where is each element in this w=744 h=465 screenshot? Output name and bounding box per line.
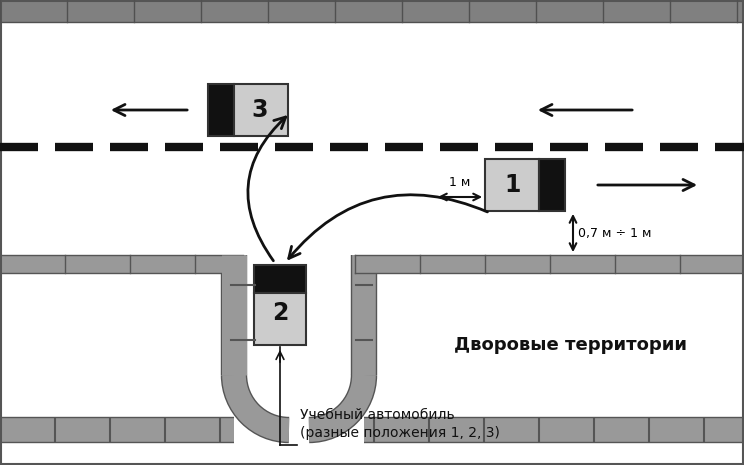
Bar	[254, 265, 306, 293]
Bar	[254, 293, 306, 345]
Text: 3: 3	[251, 98, 269, 122]
Bar	[208, 84, 234, 136]
Text: Дворовые территории: Дворовые территории	[454, 336, 687, 354]
Text: 1: 1	[505, 173, 522, 197]
Bar	[225, 255, 243, 375]
Text: (разные положения 1, 2, 3): (разные положения 1, 2, 3)	[300, 426, 500, 440]
Text: 0,7 м ÷ 1 м: 0,7 м ÷ 1 м	[578, 226, 652, 239]
Text: 2: 2	[272, 301, 288, 325]
Bar	[0, 22, 744, 255]
Text: Учебный автомобиль: Учебный автомобиль	[300, 408, 455, 422]
Text: 1 м: 1 м	[449, 176, 471, 189]
Bar	[355, 255, 744, 273]
Bar	[234, 84, 288, 136]
Bar	[485, 159, 539, 211]
Bar	[0, 0, 744, 22]
Bar	[0, 255, 744, 465]
Bar	[539, 159, 565, 211]
Bar	[0, 255, 243, 273]
